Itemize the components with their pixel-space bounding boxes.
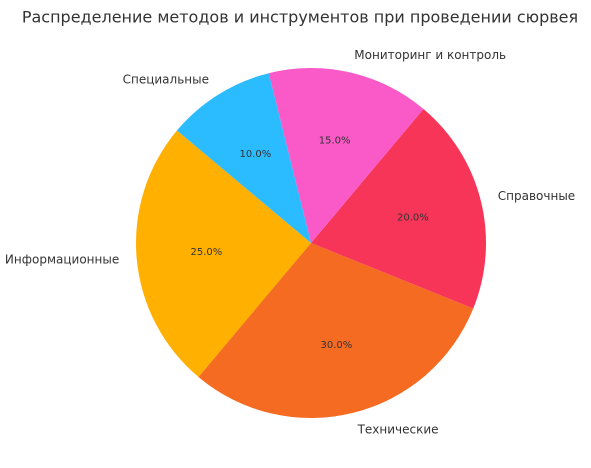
pie-slice: [311, 108, 486, 309]
pie-slice: [268, 68, 424, 243]
pie-slice: [198, 243, 474, 418]
slice-label: Справочные: [498, 189, 575, 203]
pie-slice: [176, 73, 311, 244]
value-label: 25.0%: [191, 247, 223, 258]
slice-label: Специальные: [123, 72, 209, 86]
slice-label: Мониторинг и контроль: [354, 48, 506, 62]
value-label: 10.0%: [239, 149, 271, 160]
value-label: 30.0%: [321, 340, 353, 351]
slice-label: Технические: [357, 422, 439, 436]
value-label: 20.0%: [397, 213, 429, 224]
chart-title: Распределение методов и инструментов при…: [22, 8, 578, 27]
slice-label: Информационные: [5, 252, 119, 266]
value-label: 15.0%: [319, 136, 351, 147]
pie-slice: [135, 130, 311, 378]
